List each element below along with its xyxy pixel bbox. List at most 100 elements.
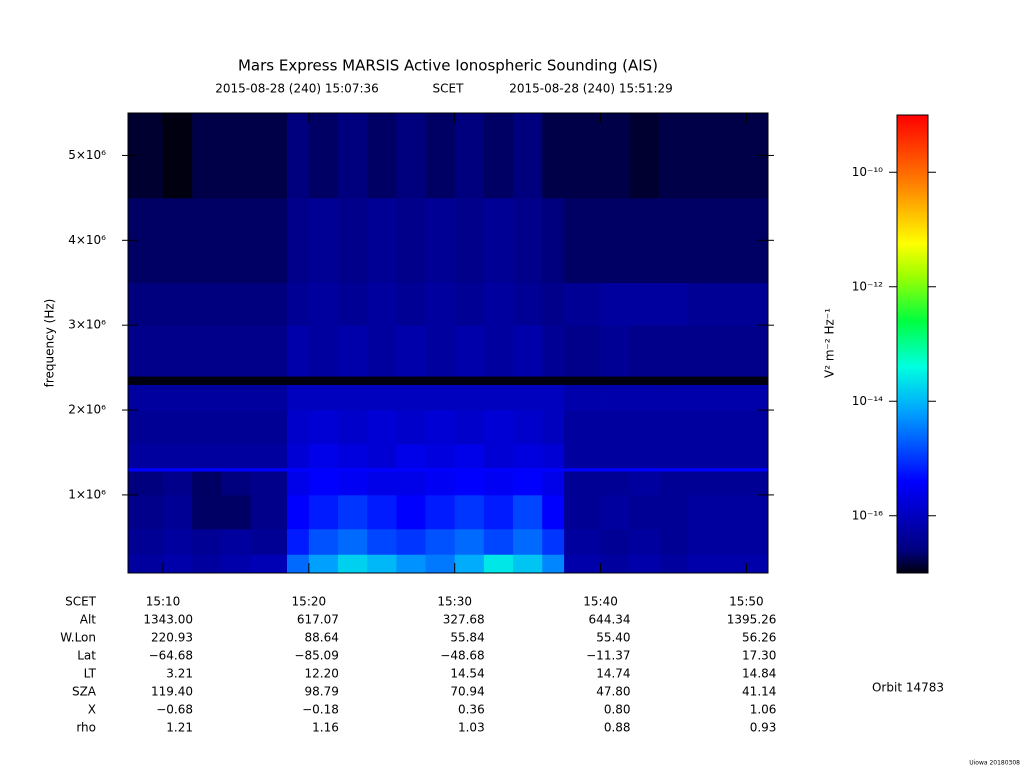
spectrogram-cell bbox=[542, 494, 565, 530]
spectrogram-cell bbox=[600, 494, 631, 530]
spectrogram-cell bbox=[286, 554, 310, 574]
colorbar-tick-label: 10⁻¹⁶ bbox=[852, 508, 883, 522]
spectrogram-cell bbox=[454, 494, 485, 530]
spectrogram-cell bbox=[367, 282, 397, 326]
spectrogram-cell bbox=[396, 554, 426, 574]
ephemeris-value: 56.26 bbox=[742, 631, 776, 645]
spectrogram-cell bbox=[250, 384, 288, 411]
ephemeris-label: X bbox=[88, 703, 96, 717]
spectrogram-cell bbox=[658, 376, 689, 385]
y-tick-label: 1×10⁶ bbox=[68, 487, 106, 501]
spectrogram-cell bbox=[286, 471, 310, 496]
spectrogram-cell bbox=[483, 282, 514, 326]
spectrogram-cell bbox=[483, 376, 514, 385]
ephemeris-label: SCET bbox=[65, 595, 97, 609]
spectrogram-cell bbox=[658, 443, 689, 469]
spectrogram-cell bbox=[250, 467, 288, 472]
spectrogram-cell bbox=[513, 376, 543, 385]
spectrogram-cell bbox=[128, 443, 164, 469]
spectrogram-cell bbox=[286, 197, 310, 284]
ephemeris-value: 55.84 bbox=[450, 631, 484, 645]
spectrogram-cell bbox=[658, 471, 689, 496]
ephemeris-value: 327.68 bbox=[443, 613, 485, 627]
spectrogram-cell bbox=[564, 113, 601, 199]
spectrogram-cell bbox=[542, 282, 565, 326]
spectrogram-cell bbox=[192, 197, 222, 284]
spectrogram-cell bbox=[600, 471, 631, 496]
spectrogram-cell bbox=[688, 471, 769, 496]
spectrogram-cell bbox=[425, 376, 456, 385]
spectrogram-cell bbox=[629, 325, 660, 377]
spectrogram-cell bbox=[338, 325, 368, 377]
spectrogram-cell bbox=[542, 384, 565, 411]
ephemeris-value: 0.80 bbox=[604, 703, 631, 717]
spectrogram-cell bbox=[192, 113, 222, 199]
spectrogram-cell bbox=[688, 554, 769, 574]
spectrogram-cell bbox=[454, 384, 485, 411]
spectrogram-cell bbox=[192, 528, 222, 555]
ephemeris-value: 14.74 bbox=[596, 667, 630, 681]
ephemeris-label: W.Lon bbox=[60, 631, 96, 645]
spectrogram-cell bbox=[367, 376, 397, 385]
spectrogram-cell bbox=[658, 197, 689, 284]
spectrogram-cell bbox=[308, 376, 339, 385]
ephemeris-label: LT bbox=[84, 667, 97, 681]
spectrogram-cell bbox=[564, 467, 601, 472]
spectrogram-cell bbox=[396, 197, 426, 284]
spectrogram-cell bbox=[658, 282, 689, 326]
spectrogram-cell bbox=[425, 197, 456, 284]
spectrogram-cell bbox=[454, 197, 485, 284]
spectrogram-cell bbox=[221, 471, 251, 496]
spectrogram-cell bbox=[128, 494, 164, 530]
ephemeris-value: 17.30 bbox=[742, 649, 776, 663]
spectrogram-cell bbox=[629, 467, 660, 472]
ephemeris-value: 1.16 bbox=[312, 721, 339, 735]
spectrogram-cell bbox=[542, 528, 565, 555]
spectrogram-cell bbox=[513, 282, 543, 326]
x-tick-label: 15:10 bbox=[146, 595, 181, 609]
spectrogram-cell bbox=[163, 384, 193, 411]
spectrogram-cell bbox=[192, 467, 222, 472]
spectrogram-cell bbox=[513, 471, 543, 496]
spectrogram-cell bbox=[629, 197, 660, 284]
spectrogram-cell bbox=[308, 282, 339, 326]
colorbar-tick-label: 10⁻¹⁰ bbox=[852, 165, 883, 179]
ephemeris-value: −11.37 bbox=[586, 649, 630, 663]
spectrogram-cell bbox=[542, 554, 565, 574]
spectrogram-cell bbox=[128, 467, 164, 472]
spectrogram-cell bbox=[425, 467, 456, 472]
spectrogram-cell bbox=[688, 376, 769, 385]
ephemeris-value: −48.68 bbox=[440, 649, 484, 663]
spectrogram-cell bbox=[250, 113, 288, 199]
spectrogram-cell bbox=[688, 410, 769, 445]
spectrogram-cell bbox=[192, 282, 222, 326]
spectrogram-cell bbox=[367, 554, 397, 574]
spectrogram-cell bbox=[688, 113, 769, 199]
spectrogram-cell bbox=[367, 471, 397, 496]
spectrogram-cell bbox=[513, 554, 543, 574]
orbit-number: Orbit 14783 bbox=[872, 681, 944, 695]
ephemeris-value: 14.54 bbox=[450, 667, 484, 681]
ephemeris-value: −0.68 bbox=[156, 703, 193, 717]
spectrogram-cell bbox=[513, 528, 543, 555]
spectrogram-cell bbox=[192, 471, 222, 496]
end-time: 2015-08-28 (240) 15:51:29 bbox=[509, 82, 673, 96]
spectrogram-cell bbox=[308, 113, 339, 199]
spectrogram-cell bbox=[128, 528, 164, 555]
spectrogram-cell bbox=[629, 494, 660, 530]
spectrogram-cell bbox=[192, 376, 222, 385]
ephemeris-value: 644.34 bbox=[589, 613, 631, 627]
spectrogram-cell bbox=[396, 410, 426, 445]
ephemeris-value: 617.07 bbox=[297, 613, 339, 627]
y-axis-label: frequency (Hz) bbox=[43, 299, 57, 388]
spectrogram-cell bbox=[513, 467, 543, 472]
spectrogram-cell bbox=[163, 282, 193, 326]
ephemeris-value: 12.20 bbox=[304, 667, 338, 681]
spectrogram-cell bbox=[688, 197, 769, 284]
ephemeris-value: −64.68 bbox=[149, 649, 193, 663]
spectrogram-cell bbox=[286, 494, 310, 530]
spectrogram-cell bbox=[221, 376, 251, 385]
spectrogram-cell bbox=[250, 282, 288, 326]
spectrogram-cell bbox=[564, 528, 601, 555]
spectrogram-cell bbox=[163, 467, 193, 472]
